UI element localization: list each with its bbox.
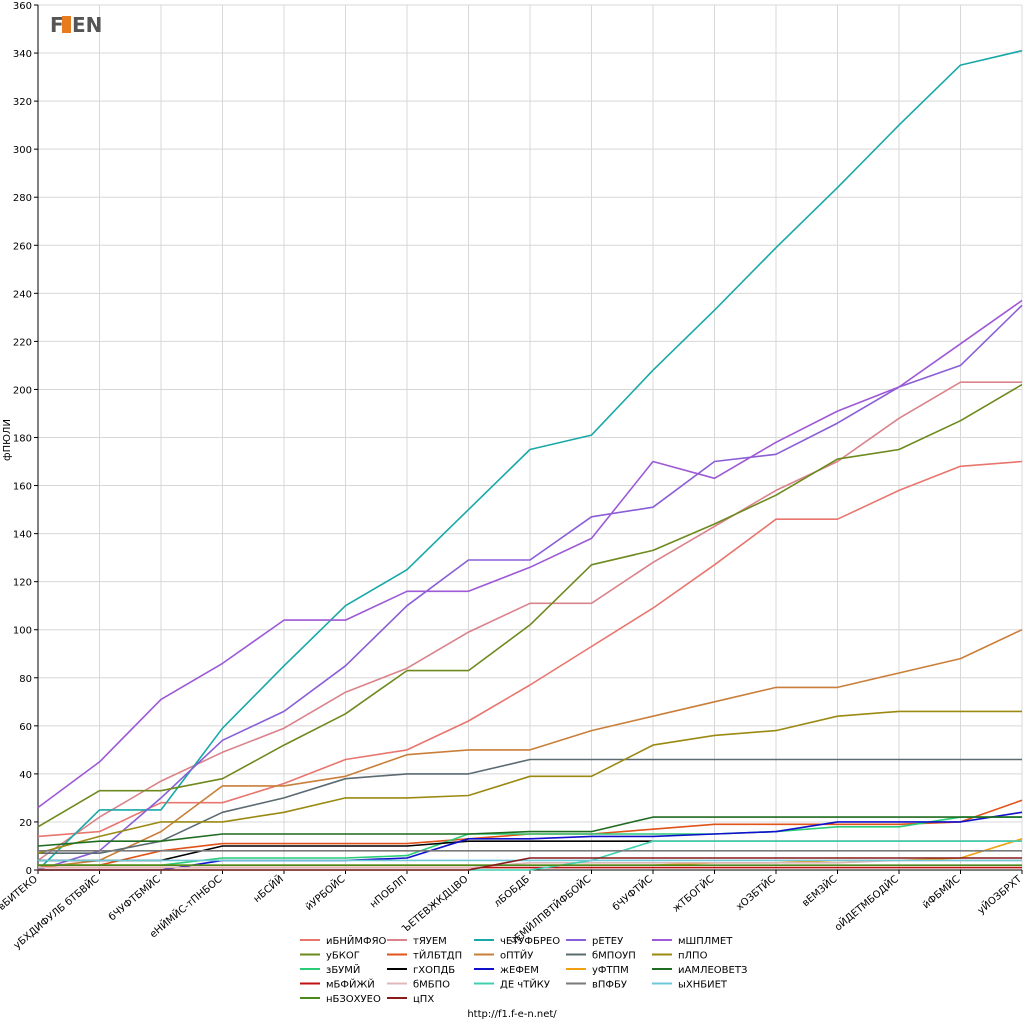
series-line	[37, 381, 1022, 862]
series-line	[38, 811, 1023, 871]
legend-item: бМБПО	[387, 980, 450, 991]
series-line	[37, 816, 1022, 847]
legend-label: ДЕ чТЙКУ	[500, 978, 550, 991]
x-tick-label: вЕМЗЙС	[799, 872, 839, 909]
y-tick-label: 260	[13, 241, 32, 252]
legend-item: иАМЛЕОВЕТЗ	[652, 965, 747, 976]
legend-item: пЛПО	[652, 951, 708, 962]
legend-item: бМПОУП	[566, 951, 636, 962]
legend-label: оПТЙУ	[500, 949, 533, 962]
legend-item: мБФЙЖЙ	[300, 978, 375, 991]
y-tick-label: 180	[13, 434, 32, 445]
legend-label: иАМЛЕОВЕТЗ	[678, 965, 747, 976]
series-line	[37, 383, 1023, 828]
legend-label: ыХНБИЕТ	[678, 980, 728, 991]
y-tick-label: 0	[26, 866, 32, 877]
x-tick-label: бЧУФТБМЙС	[106, 872, 163, 923]
svg-text:EN: EN	[72, 13, 102, 37]
legend-item: жЕФЕМ	[474, 965, 539, 976]
legend-item: гХОПДБ	[387, 965, 455, 976]
svg-text:F: F	[50, 13, 64, 37]
y-tick-label: 100	[13, 626, 32, 637]
legend: иБНЙМФЯО тЯУЕМ чЕТУФБРЕО рЕТЕУ мШПЛМЕТ уБКОГ т…	[300, 934, 747, 1005]
legend-label: жЕФЕМ	[500, 965, 539, 976]
series-line	[37, 628, 1023, 869]
y-axis-label: фПЮЛИ	[2, 419, 13, 461]
legend-item: уБКОГ	[300, 951, 360, 962]
y-tick-label: 60	[19, 722, 32, 733]
y-tick-label: 240	[13, 289, 32, 300]
legend-label: уБКОГ	[326, 951, 360, 962]
legend-item: чЕТУФБРЕО	[474, 936, 560, 947]
series-line	[37, 460, 1023, 838]
legend-label: зБУМЙ	[326, 963, 360, 976]
legend-item: зБУМЙ	[300, 963, 360, 976]
series-lines	[37, 49, 1023, 871]
series-line	[37, 299, 1023, 809]
x-tick-label: лБОБДБ	[492, 874, 532, 910]
legend-item: цПХ	[387, 994, 434, 1005]
legend-label: цПХ	[413, 994, 434, 1005]
y-tick-label: 360	[13, 1, 32, 12]
y-tick-label: 200	[13, 385, 32, 396]
y-tick-label: 40	[19, 770, 32, 781]
legend-label: бМПОУП	[592, 951, 636, 962]
y-tick-label: 300	[13, 145, 32, 156]
x-tick-label: нПОБЛП	[368, 874, 409, 911]
legend-item: ыХНБИЕТ	[652, 980, 728, 991]
series-line	[37, 49, 1023, 871]
legend-label: чЕТУФБРЕО	[500, 936, 560, 947]
x-tick-label: хОЗБТЙС	[733, 872, 778, 913]
legend-label: иБНЙМФЯО	[326, 934, 387, 947]
grid-lines	[37, 4, 1023, 871]
legend-label: гХОПДБ	[413, 965, 455, 976]
legend-label: тЯУЕМ	[413, 936, 447, 947]
legend-item: уФТПМ	[566, 965, 629, 976]
series-line	[38, 859, 1022, 869]
series-line	[38, 857, 1022, 871]
legend-label: рЕТЕУ	[592, 936, 623, 947]
y-tick-label: 280	[13, 193, 32, 204]
y-tick-labels: 0 20 40 60 80 100 120 140 160 180 200 220 240 260 280 3…	[13, 1, 38, 877]
y-tick-label: 20	[19, 818, 32, 829]
x-tick-label: ЪЕТЕВЖКДЦВО	[400, 874, 470, 935]
legend-item: оПТЙУ	[474, 949, 533, 962]
y-tick-label: 140	[13, 530, 32, 541]
series-line	[37, 304, 1023, 871]
y-tick-label: 320	[13, 97, 32, 108]
legend-item: ДЕ чТЙКУ	[474, 978, 550, 991]
legend-item: вПФБУ	[566, 980, 627, 991]
legend-label: мБФЙЖЙ	[326, 978, 375, 991]
y-tick-label: 220	[13, 337, 32, 348]
legend-label: бМБПО	[413, 980, 450, 991]
y-tick-label: 80	[19, 674, 32, 685]
x-tick-label: бЧУФТЙС	[610, 872, 655, 913]
legend-item: нБЗОХУЕО	[300, 994, 381, 1005]
y-tick-label: 120	[13, 578, 32, 589]
x-tick-label: йФБМЙС	[920, 872, 963, 911]
legend-item: рЕТЕУ	[566, 936, 623, 947]
legend-label: нБЗОХУЕО	[326, 994, 381, 1005]
y-tick-label: 340	[13, 49, 32, 60]
x-tick-label: йУРБОЙС	[302, 872, 347, 913]
series-line	[37, 710, 1022, 854]
legend-item: тЙЛБТДП	[387, 949, 462, 962]
legend-label: уФТПМ	[592, 965, 629, 976]
x-tick-label: нБСЙЙ	[250, 872, 285, 905]
legend-label: мШПЛМЕТ	[678, 936, 733, 947]
legend-label: вПФБУ	[592, 980, 627, 991]
f1fen-logo: F EN	[48, 12, 102, 37]
legend-item: иБНЙМФЯО	[300, 934, 387, 947]
legend-label: пЛПО	[678, 951, 708, 962]
legend-label: тЙЛБТДП	[413, 949, 462, 962]
legend-item: мШПЛМЕТ	[652, 936, 733, 947]
footer-url[interactable]: http://f1.f-e-n.net/	[467, 1009, 557, 1020]
x-tick-label: вБИТЕКО	[0, 874, 40, 913]
y-tick-label: 160	[13, 482, 32, 493]
x-tick-label: жТБОГЙС	[669, 872, 716, 914]
legend-item: тЯУЕМ	[387, 936, 447, 947]
x-tick-label: оЙДЕТМБОДЙС	[832, 872, 901, 933]
x-tick-label: уЙОЗБРХТ	[975, 872, 1024, 917]
